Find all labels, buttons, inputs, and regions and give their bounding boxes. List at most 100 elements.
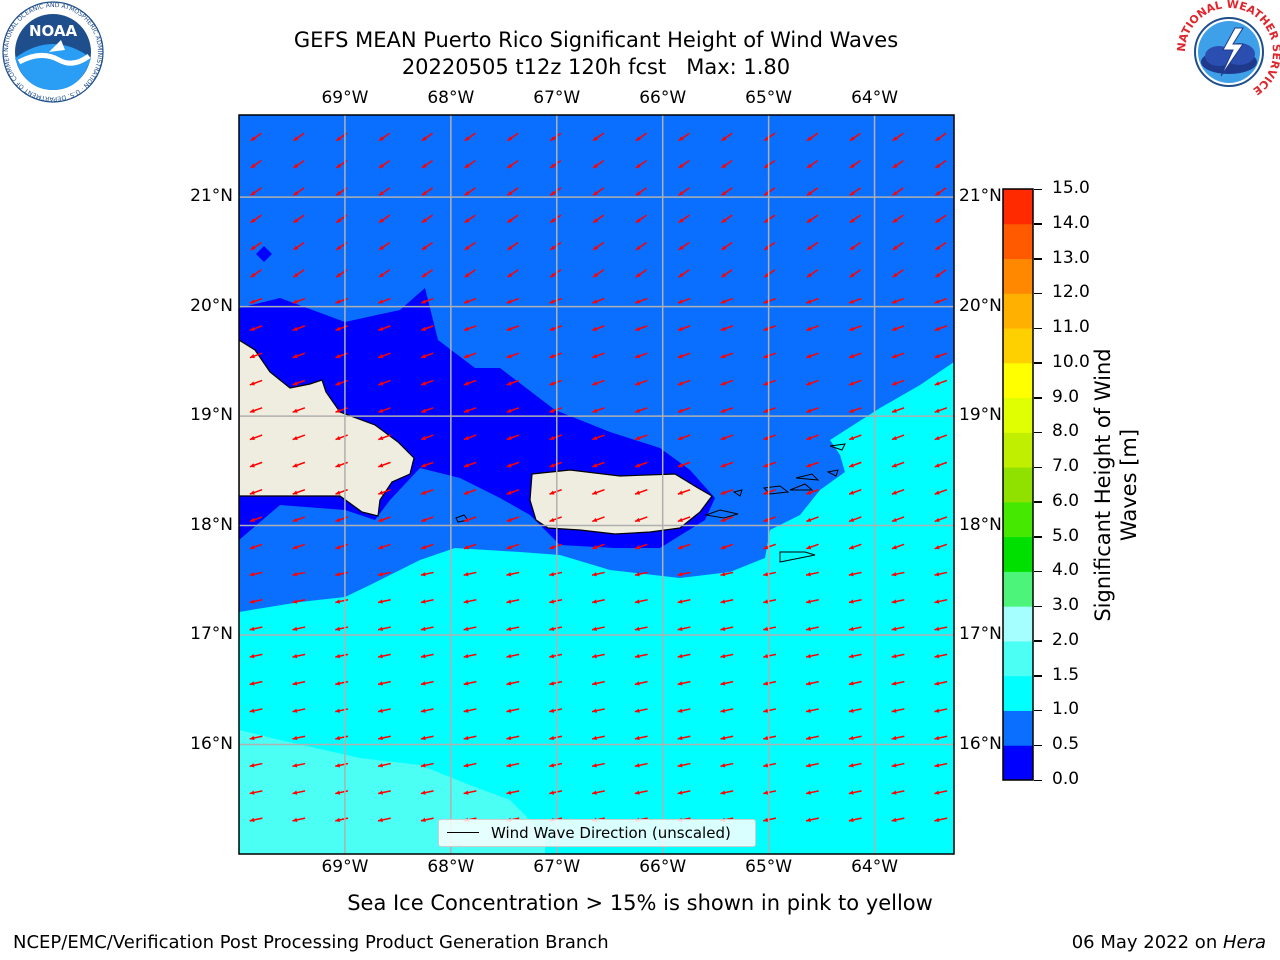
wind-vector-head (721, 272, 727, 278)
wind-vector-head (335, 490, 341, 495)
wind-vector-head (592, 517, 598, 522)
wind-vector-head (335, 572, 341, 577)
wind-vector-head (934, 572, 940, 577)
colorbar-tick-mark (1034, 223, 1042, 225)
wind-vector-head (592, 572, 597, 577)
wind-vector-head (677, 572, 683, 577)
wind-vector-head (292, 653, 298, 659)
wind-vector-head (891, 408, 897, 413)
wind-wave-vectors (249, 132, 948, 823)
wind-vector-head (463, 408, 469, 413)
wind-vector-head (550, 190, 556, 196)
wind-vector-head (635, 299, 641, 304)
wind-vector-head (763, 354, 769, 359)
wind-vector-head (891, 326, 897, 331)
wind-vector-head (806, 326, 812, 331)
wind-vector-head (934, 545, 940, 550)
wind-vector-head (421, 326, 427, 331)
lon-tick-top: 64°W (851, 88, 899, 108)
lon-tick-top: 65°W (745, 88, 793, 108)
wind-vector-head (848, 599, 854, 604)
wind-vector-head (891, 490, 897, 495)
wind-vector-head (592, 490, 598, 495)
wind-vector-head (763, 381, 769, 386)
wind-vector-head (335, 817, 341, 823)
wind-vector-head (336, 190, 342, 196)
wind-vector-head (335, 408, 341, 413)
wind-vector-head (763, 545, 769, 550)
wind-vector-head (721, 245, 727, 250)
lat-tick-left: 17°N (190, 624, 233, 645)
colorbar-swatch (1003, 536, 1033, 572)
legend-label: Wind Wave Direction (unscaled) (491, 824, 731, 842)
wind-vector-head (635, 136, 641, 141)
wind-vector-head (463, 517, 469, 522)
colorbar-tick-mark (1034, 292, 1042, 295)
wind-vector-head (635, 381, 641, 386)
colorbar-swatch (1003, 362, 1033, 399)
wind-vector-head (549, 299, 555, 304)
wind-vector-head (892, 190, 898, 196)
wind-vector-head (550, 136, 556, 141)
wind-vector-head (506, 626, 512, 631)
colorbar-tick-label: 9.0 (1052, 386, 1080, 407)
wind-vector-head (378, 763, 383, 768)
wind-vector-head (678, 245, 684, 250)
wind-vector-head (464, 136, 470, 141)
wind-vector-head (463, 763, 469, 768)
wind-vector-head (593, 163, 599, 169)
wind-vector-head (934, 599, 940, 604)
wind-vector-head (806, 626, 811, 631)
wind-vector-head (549, 463, 555, 468)
wind-vector-head (506, 681, 512, 686)
wind-vector-head (934, 463, 940, 468)
wind-vector-head (720, 326, 726, 331)
wind-vector-head (634, 653, 640, 659)
wind-vector-head (934, 653, 940, 659)
colorbar-tick-label: 0.5 (1052, 734, 1080, 755)
wind-vector-head (293, 272, 299, 278)
wind-vector-head (806, 435, 812, 441)
wind-vector-head (378, 326, 384, 331)
wind-vector-head (806, 653, 811, 659)
wind-vector-head (678, 136, 684, 141)
wind-vector-head (549, 381, 555, 386)
wind-vector-head (935, 272, 941, 278)
wind-vector-head (379, 136, 385, 141)
wind-vector-head (848, 735, 854, 741)
colorbar-tick-label: 1.0 (1052, 699, 1080, 720)
wind-vector-head (249, 599, 255, 604)
wind-vector-head (592, 653, 597, 659)
wind-vector-head (421, 190, 427, 196)
wind-vector-head (335, 763, 341, 768)
wind-vector-head (935, 218, 941, 223)
wind-vector-head (506, 408, 512, 413)
wind-vector-head (763, 708, 769, 713)
wind-vector-head (464, 163, 470, 169)
wind-vector-head (807, 245, 813, 250)
wind-vector-head (806, 517, 812, 522)
lat-tick-right: 20°N (959, 295, 1002, 316)
wind-vector-head (849, 545, 855, 550)
wind-vector-head (249, 653, 255, 659)
wind-vector-head (292, 763, 298, 768)
wind-vector-head (849, 245, 855, 250)
wind-vector-head (891, 381, 897, 386)
wind-vector-head (677, 735, 683, 741)
wind-vector-head (549, 599, 555, 604)
wind-vector-head (463, 435, 469, 441)
colorbar-swatch (1003, 223, 1033, 260)
wind-vector-head (934, 435, 940, 441)
wind-vector-head (506, 435, 512, 441)
wind-vector-head (807, 136, 813, 141)
wind-vector-head (848, 626, 854, 631)
wind-vector-head (849, 190, 855, 196)
wind-vector-head (506, 381, 512, 386)
wind-vector-head (593, 272, 599, 278)
wind-vector-head (463, 354, 469, 359)
wind-vector-head (806, 463, 812, 468)
wind-vector-head (420, 817, 426, 823)
wind-vector-head (292, 626, 298, 631)
wind-vector-head (720, 626, 726, 631)
wind-vector-head (335, 790, 341, 795)
